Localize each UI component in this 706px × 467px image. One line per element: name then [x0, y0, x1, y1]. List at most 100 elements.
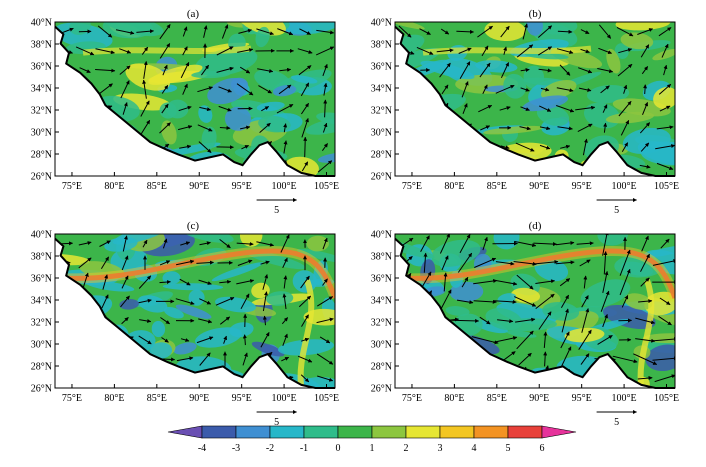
- wind-vector: [319, 336, 331, 344]
- wind-vector: [236, 241, 254, 246]
- wind-vector: [520, 87, 530, 92]
- colorbar-tick-label: 3: [438, 443, 443, 454]
- wind-vector: [282, 293, 287, 310]
- lat-tick-label: 38°N: [371, 40, 392, 51]
- wind-vector: [578, 67, 593, 74]
- wind-vector: [562, 162, 568, 171]
- wind-vector: [139, 119, 151, 136]
- wind-vector: [219, 279, 232, 284]
- wind-vector: [136, 163, 154, 168]
- wind-vector: [579, 259, 591, 267]
- wind-vector: [99, 353, 111, 365]
- wind-vector: [60, 85, 70, 94]
- wind-vector: [556, 48, 574, 54]
- wind-vector: [256, 28, 274, 36]
- wind-vector: [77, 373, 93, 384]
- wind-vector: [123, 121, 128, 135]
- wind-vector: [402, 327, 409, 353]
- wind-vector: [482, 84, 488, 95]
- wind-vector: [440, 28, 450, 35]
- wind-vector: [597, 68, 614, 74]
- wind-vector: [300, 275, 310, 289]
- lat-tick-label: 28°N: [31, 362, 52, 373]
- lon-tick-label: 80°E: [104, 181, 124, 192]
- wind-vector: [97, 334, 113, 346]
- wind-vector: [102, 274, 109, 290]
- wind-vector: [396, 106, 414, 111]
- wind-vector: [522, 23, 528, 40]
- wind-vector: [499, 106, 511, 111]
- lon-tick-label: 100°E: [612, 393, 637, 404]
- wind-vector: [581, 308, 590, 333]
- wind-vector: [640, 253, 650, 272]
- wind-vector: [180, 338, 190, 342]
- panel-b: (b) 26°N 28°N 30°N 32°N 34°N 36°N 38°N 40°N 75°E…: [371, 8, 679, 216]
- lon-tick-label: 90°E: [189, 393, 209, 404]
- wind-vector: [516, 274, 534, 290]
- panel-a: (a) 26°N 28°N 30°N 32°N 34°N 36°N 38°N 40°N 75°E…: [31, 8, 339, 216]
- wind-vector: [500, 145, 510, 150]
- wind-vector: [580, 48, 590, 54]
- wind-vector: [236, 279, 255, 285]
- lon-tick-label: 105°E: [654, 393, 679, 404]
- wind-vector: [221, 24, 229, 39]
- wind-vector: [279, 67, 292, 72]
- wind-vector: [203, 25, 208, 38]
- wind-vector: [583, 275, 588, 289]
- wind-vector: [178, 164, 192, 169]
- wind-vector: [316, 353, 334, 365]
- wind-vector: [216, 162, 234, 170]
- wind-vector: [197, 86, 213, 93]
- wind-vector: [281, 317, 289, 325]
- wind-vector: [612, 355, 638, 364]
- colorbar-tick-label: -1: [300, 443, 308, 454]
- wind-vector: [537, 163, 553, 170]
- panel-title: (c): [187, 220, 200, 232]
- wind-vector: [538, 68, 552, 73]
- lon-tick-label: 75°E: [402, 393, 422, 404]
- wind-vector: [138, 375, 152, 382]
- wind-vector: [321, 143, 329, 151]
- wind-vector: [316, 317, 334, 324]
- wind-vector: [533, 242, 557, 247]
- wind-vector: [100, 256, 110, 270]
- lon-tick-label: 90°E: [189, 181, 209, 192]
- wind-vector: [459, 61, 471, 79]
- wind-vector: [237, 48, 254, 53]
- wind-vector: [439, 159, 451, 174]
- wind-vector: [600, 85, 610, 94]
- wind-vector: [95, 68, 116, 73]
- wind-vector: [260, 332, 270, 348]
- wind-vector: [322, 63, 328, 77]
- wind-vector: [602, 314, 608, 328]
- wind-vector: [199, 241, 211, 246]
- lon-tick-label: 75°E: [402, 181, 422, 192]
- wind-vector: [159, 260, 171, 266]
- wind-vector: [451, 318, 480, 323]
- wind-vector: [80, 122, 90, 133]
- lat-tick-label: 36°N: [31, 62, 52, 73]
- wind-vector: [479, 62, 491, 78]
- wind-vector: [637, 376, 653, 381]
- wind-vector: [180, 241, 191, 246]
- wind-vector: [602, 104, 608, 113]
- wind-vector: [56, 107, 74, 112]
- colorbar-tick-label: -2: [266, 443, 274, 454]
- colorbar-tick-label: 2: [404, 443, 409, 454]
- wind-vector: [658, 83, 672, 95]
- wind-vector: [121, 317, 129, 325]
- wind-vector: [660, 238, 670, 249]
- wind-vector: [278, 84, 292, 95]
- colorbar-segment: [371, 425, 407, 439]
- wind-vector: [477, 163, 493, 170]
- lon-tick-label: 85°E: [147, 393, 167, 404]
- wind-vector: [477, 25, 493, 38]
- colorbar-segment: [439, 425, 475, 439]
- wind-vector: [459, 234, 471, 254]
- wind-vector: [101, 294, 109, 309]
- wind-vector: [495, 84, 515, 94]
- wind-vector: [202, 372, 208, 384]
- wind-vector: [322, 237, 328, 250]
- lat-tick-label: 26°N: [371, 384, 392, 395]
- wind-vector: [481, 45, 489, 57]
